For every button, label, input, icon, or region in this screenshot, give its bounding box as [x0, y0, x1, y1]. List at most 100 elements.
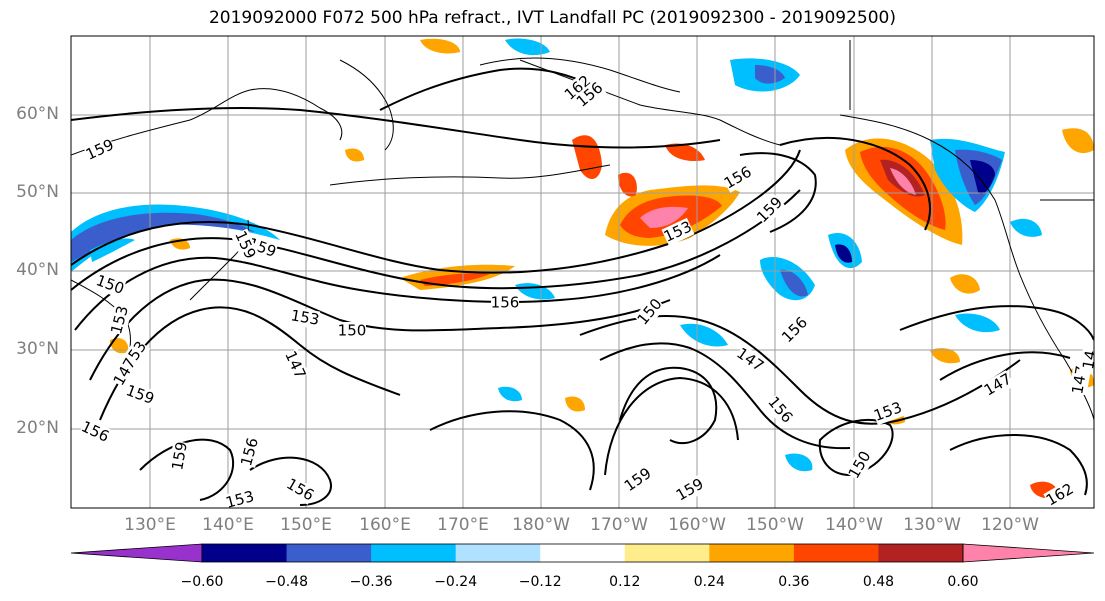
coastline-alaska — [519, 59, 781, 146]
contour-label-background — [224, 487, 256, 508]
coastline-aleutians — [329, 164, 611, 186]
contour-line — [249, 456, 332, 506]
negative-anomaly-region — [955, 313, 1000, 333]
colorbar-tick-label: 0.60 — [947, 574, 979, 590]
colorbar-segment — [286, 544, 372, 562]
longitude-label: 160°E — [359, 515, 411, 535]
contour-label-background — [634, 295, 666, 329]
contour-line — [74, 254, 721, 331]
contour-label: 153 — [224, 487, 256, 512]
longitude-label: 130°E — [124, 515, 176, 535]
contour-label-background — [733, 344, 767, 376]
map-title: 2019092000 F072 500 hPa refract., IVT La… — [208, 8, 896, 28]
contour-label-background — [83, 135, 117, 165]
contour-label-background — [78, 417, 112, 447]
contour-line — [619, 366, 718, 445]
positive-anomaly-region — [420, 273, 490, 286]
coastline-kamchatka — [339, 59, 394, 151]
longitude-label: 120°W — [981, 515, 1039, 535]
contour-line — [899, 305, 1094, 341]
contour-label-background — [778, 313, 812, 347]
contour-label: 14 — [1079, 349, 1100, 371]
colorbar-tick-label: −0.60 — [180, 574, 224, 590]
contour-line — [949, 434, 1088, 496]
contour-label: 159 — [168, 440, 191, 471]
negative-anomaly-region — [835, 244, 852, 263]
positive-anomaly-region — [890, 168, 916, 195]
contour-line — [71, 189, 801, 291]
colorbar-tick-label: 0.36 — [778, 574, 810, 590]
contour-label-background — [168, 440, 192, 472]
contour-label-background — [123, 381, 157, 409]
contour-label-background — [1043, 480, 1077, 508]
colorbar-tick-label: −0.48 — [265, 574, 308, 590]
negative-anomaly-region — [71, 212, 255, 262]
contour-line — [71, 107, 721, 149]
colorbar-tick-label: −0.12 — [518, 574, 562, 590]
contour-label-background — [107, 304, 133, 336]
negative-anomaly-region — [755, 65, 785, 84]
contour-line — [429, 410, 595, 491]
contour-label: 156 — [491, 294, 520, 312]
contour-label-background — [110, 355, 140, 389]
negative-anomaly-region — [785, 453, 813, 472]
negative-anomaly-region — [498, 386, 522, 402]
longitude-label: 170°W — [590, 515, 648, 535]
positive-anomaly-region — [565, 396, 585, 412]
contour-label-background — [237, 436, 263, 468]
contour-line — [779, 136, 931, 231]
negative-anomaly-region — [970, 160, 995, 195]
contour-line — [379, 67, 591, 111]
contour-label-background — [721, 163, 755, 193]
negative-anomaly-region — [505, 38, 550, 56]
positive-anomaly-region — [345, 148, 364, 162]
contour-line — [939, 351, 1071, 381]
longitude-label: 150°W — [746, 515, 804, 535]
contour-labels: 1621591591561531591501561531501471501471… — [78, 72, 1100, 512]
positive-anomaly-region — [930, 348, 960, 364]
latitude-label: 40°N — [16, 260, 59, 280]
longitude-label: 140°E — [202, 515, 254, 535]
positive-anomaly-region — [420, 38, 460, 54]
negative-anomaly-region — [90, 238, 135, 262]
colorbar-frame — [201, 543, 964, 563]
positive-anomaly-region — [1062, 128, 1094, 154]
contour-label-background — [1078, 344, 1094, 376]
colorbar-segment — [878, 544, 964, 562]
colorbar-min-extension — [70, 543, 203, 563]
negative-anomaly-region — [780, 269, 808, 297]
contour-label-background — [283, 475, 317, 505]
contour-label-background — [230, 228, 260, 262]
longitude-label: 160°W — [668, 515, 726, 535]
contour-label-background — [573, 79, 607, 111]
longitude-label: 180°W — [512, 515, 570, 535]
colorbar-tick-label: −0.24 — [434, 574, 478, 590]
contour-label-background — [753, 193, 787, 227]
contour-label-background — [621, 464, 655, 496]
contour-label-background — [289, 306, 321, 330]
latitude-label: 60°N — [16, 104, 59, 124]
positive-anomaly-region — [665, 143, 705, 162]
positive-anomaly-region — [640, 206, 688, 228]
contour-label-background — [280, 348, 310, 382]
coastline-north-america — [839, 114, 1094, 421]
colorbar-segment — [624, 544, 710, 562]
latitude-label: 50°N — [16, 182, 59, 202]
contour-label-background — [491, 294, 519, 312]
contour-label: 150 — [338, 322, 367, 340]
colorbar-segment — [371, 544, 457, 562]
contour-label-background — [673, 475, 707, 505]
coastline-alaska-north — [479, 57, 681, 93]
height-contours — [71, 67, 1094, 506]
contour-label-background — [93, 271, 127, 299]
longitude-label: 130°W — [903, 515, 961, 535]
colorbar-tick-label: 0.48 — [862, 574, 895, 590]
longitude-label: 170°E — [437, 515, 489, 535]
longitude-label: 140°W — [825, 515, 883, 535]
colorbar-tick-label: 0.24 — [693, 574, 725, 590]
positive-anomaly-region — [618, 172, 637, 197]
colorbar-segment — [793, 544, 879, 562]
contour-label: 153 — [289, 306, 320, 329]
contour-line — [818, 419, 894, 477]
